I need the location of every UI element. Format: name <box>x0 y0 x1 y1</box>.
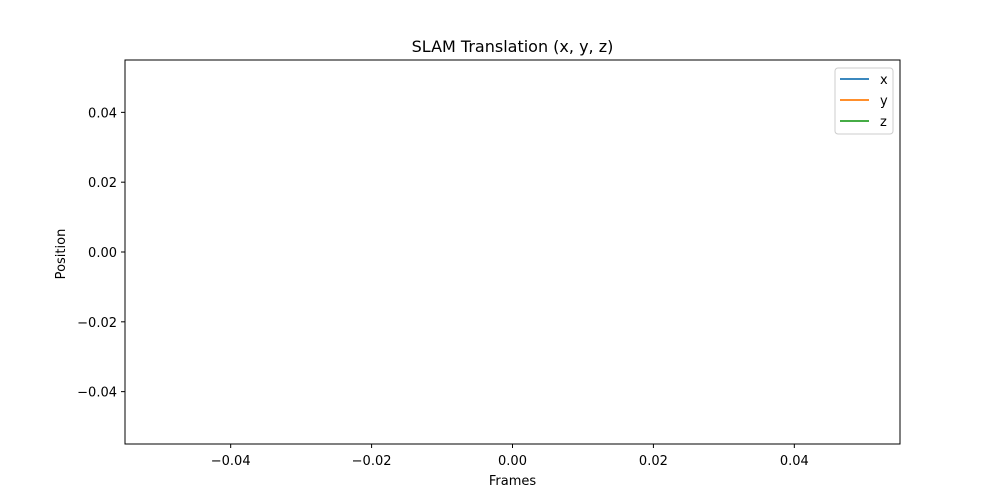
x-tick-label: −0.04 <box>211 454 251 469</box>
legend-frame <box>834 67 894 135</box>
x-tick-label: −0.02 <box>352 454 392 469</box>
x-tick-label: 0.00 <box>498 454 527 469</box>
x-axis-label: Frames <box>489 474 537 489</box>
x-tick-label: 0.04 <box>780 454 809 469</box>
y-axis-label: Position <box>54 229 69 280</box>
y-tick-label: −0.04 <box>77 386 117 401</box>
x-tick-label: 0.02 <box>639 454 668 469</box>
x-axis: −0.04 −0.02 0.00 0.02 0.04 <box>211 444 809 469</box>
legend-label-y: y <box>880 94 888 109</box>
legend-label-z: z <box>880 115 887 130</box>
y-tick-label: 0.02 <box>88 176 117 191</box>
y-tick-label: −0.02 <box>77 316 117 331</box>
legend-label-x: x <box>880 73 888 88</box>
y-tick-label: 0.00 <box>88 246 117 261</box>
plot-area <box>124 59 901 445</box>
y-tick-label: 0.04 <box>88 106 117 121</box>
chart-title: SLAM Translation (x, y, z) <box>412 37 614 56</box>
chart-legend: xyz <box>834 67 894 135</box>
y-axis: 0.04 0.02 0.00 −0.02 −0.04 <box>77 106 125 401</box>
